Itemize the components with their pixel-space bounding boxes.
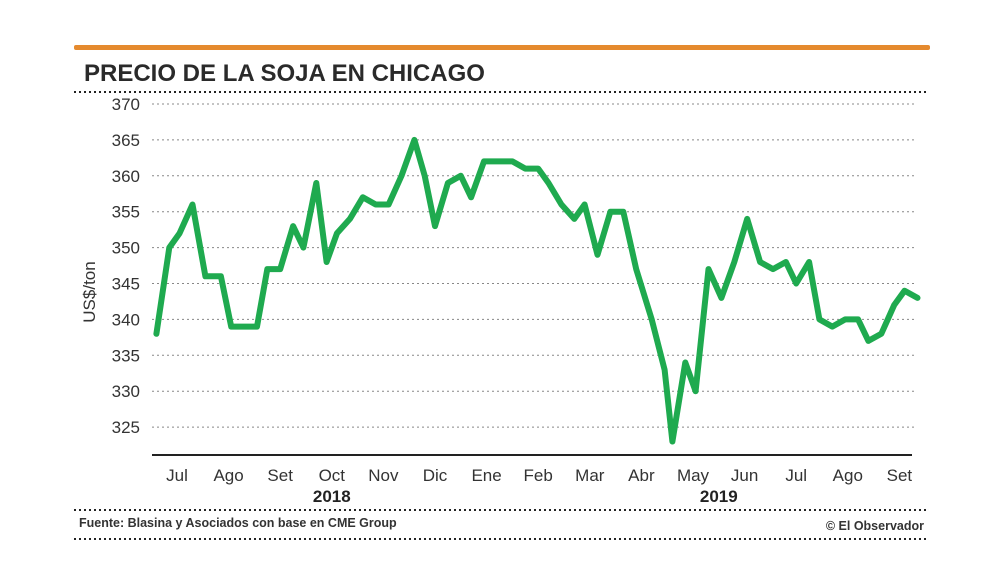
series-line <box>153 136 921 445</box>
chart-title: PRECIO DE LA SOJA EN CHICAGO <box>84 60 485 87</box>
x-tick-label: Nov <box>368 466 399 485</box>
y-tick-label: 355 <box>112 203 140 222</box>
x-tick-label: Ene <box>471 466 501 485</box>
x-tick-label: May <box>677 466 710 485</box>
x-tick-label: Mar <box>575 466 605 485</box>
x-tick-label: Abr <box>628 466 655 485</box>
x-tick-label: Ago <box>833 466 863 485</box>
y-tick-label: 370 <box>112 95 140 114</box>
credit-note: © El Observador <box>826 519 924 533</box>
y-tick-label: 350 <box>112 239 140 258</box>
y-tick-label: 360 <box>112 167 140 186</box>
y-axis-label: US$/ton <box>80 261 99 322</box>
x-tick-label: Ago <box>213 466 243 485</box>
x-tick-label: Feb <box>524 466 553 485</box>
y-tick-label: 330 <box>112 382 140 401</box>
x-tick-label: Jul <box>166 466 188 485</box>
source-note: Fuente: Blasina y Asociados con base en … <box>79 516 397 530</box>
x-tick-label: Set <box>267 466 293 485</box>
y-tick-label: 345 <box>112 275 140 294</box>
y-tick-label: 365 <box>112 131 140 150</box>
grid <box>152 103 916 428</box>
x-tick-label: Jul <box>785 466 807 485</box>
accent-bar <box>74 45 930 50</box>
year-labels: 2018 2019 <box>313 487 738 506</box>
x-tick-label: Dic <box>423 466 448 485</box>
y-tick-label: 335 <box>112 346 140 365</box>
x-tick-label: Set <box>887 466 913 485</box>
x-tick-label: Oct <box>319 466 346 485</box>
y-tick-label: 340 <box>112 310 140 329</box>
series <box>153 136 921 445</box>
x-tick-label: Jun <box>731 466 758 485</box>
year-label-2019: 2019 <box>700 487 738 506</box>
y-tick-label: 325 <box>112 418 140 437</box>
x-axis-ticks: Jul Ago Set Oct Nov Dic Ene Feb Mar Abr May Jun Jul A… <box>166 466 912 485</box>
year-label-2018: 2018 <box>313 487 351 506</box>
y-axis-ticks: 325 330 335 340 345 350 355 360 365 370 <box>112 95 140 437</box>
